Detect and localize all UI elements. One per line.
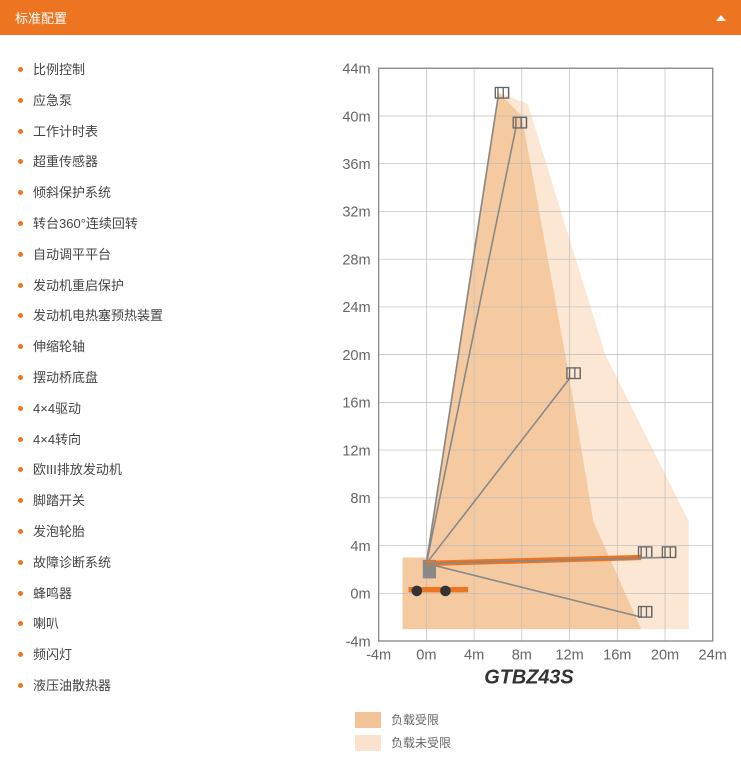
svg-text:40m: 40m	[342, 109, 370, 125]
chevron-up-icon	[716, 15, 726, 21]
legend-swatch	[355, 712, 381, 728]
chart-area: -4m0m4m8m12m16m20m24m-4m0m4m8m12m16m20m2…	[295, 55, 726, 757]
svg-text:16m: 16m	[603, 648, 631, 664]
svg-text:32m: 32m	[342, 205, 370, 221]
legend-label: 负载受限	[391, 711, 439, 728]
feature-item: 发动机电热塞预热装置	[15, 301, 295, 332]
feature-item: 液压油散热器	[15, 671, 295, 702]
feature-item: 喇叭	[15, 609, 295, 640]
feature-item: 比例控制	[15, 55, 295, 86]
svg-text:24m: 24m	[342, 300, 370, 316]
svg-text:0m: 0m	[416, 648, 436, 664]
svg-text:4m: 4m	[350, 539, 370, 555]
feature-item: 频闪灯	[15, 640, 295, 671]
feature-item: 故障诊断系统	[15, 548, 295, 579]
legend-item: 负载未受限	[355, 734, 726, 751]
svg-text:44m: 44m	[342, 62, 370, 78]
feature-item: 倾斜保护系统	[15, 178, 295, 209]
feature-item: 4×4驱动	[15, 394, 295, 425]
feature-item: 超重传感器	[15, 147, 295, 178]
svg-text:16m: 16m	[342, 396, 370, 412]
section-title: 标准配置	[15, 8, 67, 27]
svg-text:12m: 12m	[342, 443, 370, 459]
legend-label: 负载未受限	[391, 734, 451, 751]
svg-text:24m: 24m	[699, 648, 726, 664]
range-chart: -4m0m4m8m12m16m20m24m-4m0m4m8m12m16m20m2…	[315, 55, 726, 694]
feature-item: 摆动桥底盘	[15, 363, 295, 394]
legend-item: 负载受限	[355, 711, 726, 728]
svg-text:-4m: -4m	[346, 634, 371, 650]
svg-text:20m: 20m	[342, 348, 370, 364]
feature-item: 脚踏开关	[15, 486, 295, 517]
feature-item: 发动机重启保护	[15, 271, 295, 302]
feature-item: 伸缩轮轴	[15, 332, 295, 363]
svg-text:GTBZ43S: GTBZ43S	[484, 666, 574, 688]
feature-item: 自动调平平台	[15, 240, 295, 271]
svg-text:12m: 12m	[555, 648, 583, 664]
section-header[interactable]: 标准配置	[0, 0, 741, 35]
feature-item: 发泡轮胎	[15, 517, 295, 548]
svg-text:4m: 4m	[464, 648, 484, 664]
feature-item: 欧III排放发动机	[15, 455, 295, 486]
content-area: 比例控制应急泵工作计时表超重传感器倾斜保护系统转台360°连续回转自动调平平台发…	[0, 35, 741, 767]
feature-item: 4×4转向	[15, 425, 295, 456]
feature-item: 转台360°连续回转	[15, 209, 295, 240]
svg-text:20m: 20m	[651, 648, 679, 664]
svg-text:28m: 28m	[342, 252, 370, 268]
feature-item: 工作计时表	[15, 117, 295, 148]
svg-text:8m: 8m	[350, 491, 370, 507]
svg-text:0m: 0m	[350, 587, 370, 603]
feature-list: 比例控制应急泵工作计时表超重传感器倾斜保护系统转台360°连续回转自动调平平台发…	[15, 55, 295, 757]
svg-text:36m: 36m	[342, 157, 370, 173]
feature-item: 蜂鸣器	[15, 579, 295, 610]
chart-legend: 负载受限负载未受限	[315, 697, 726, 751]
legend-swatch	[355, 735, 381, 751]
svg-text:8m: 8m	[512, 648, 532, 664]
feature-item: 应急泵	[15, 86, 295, 117]
